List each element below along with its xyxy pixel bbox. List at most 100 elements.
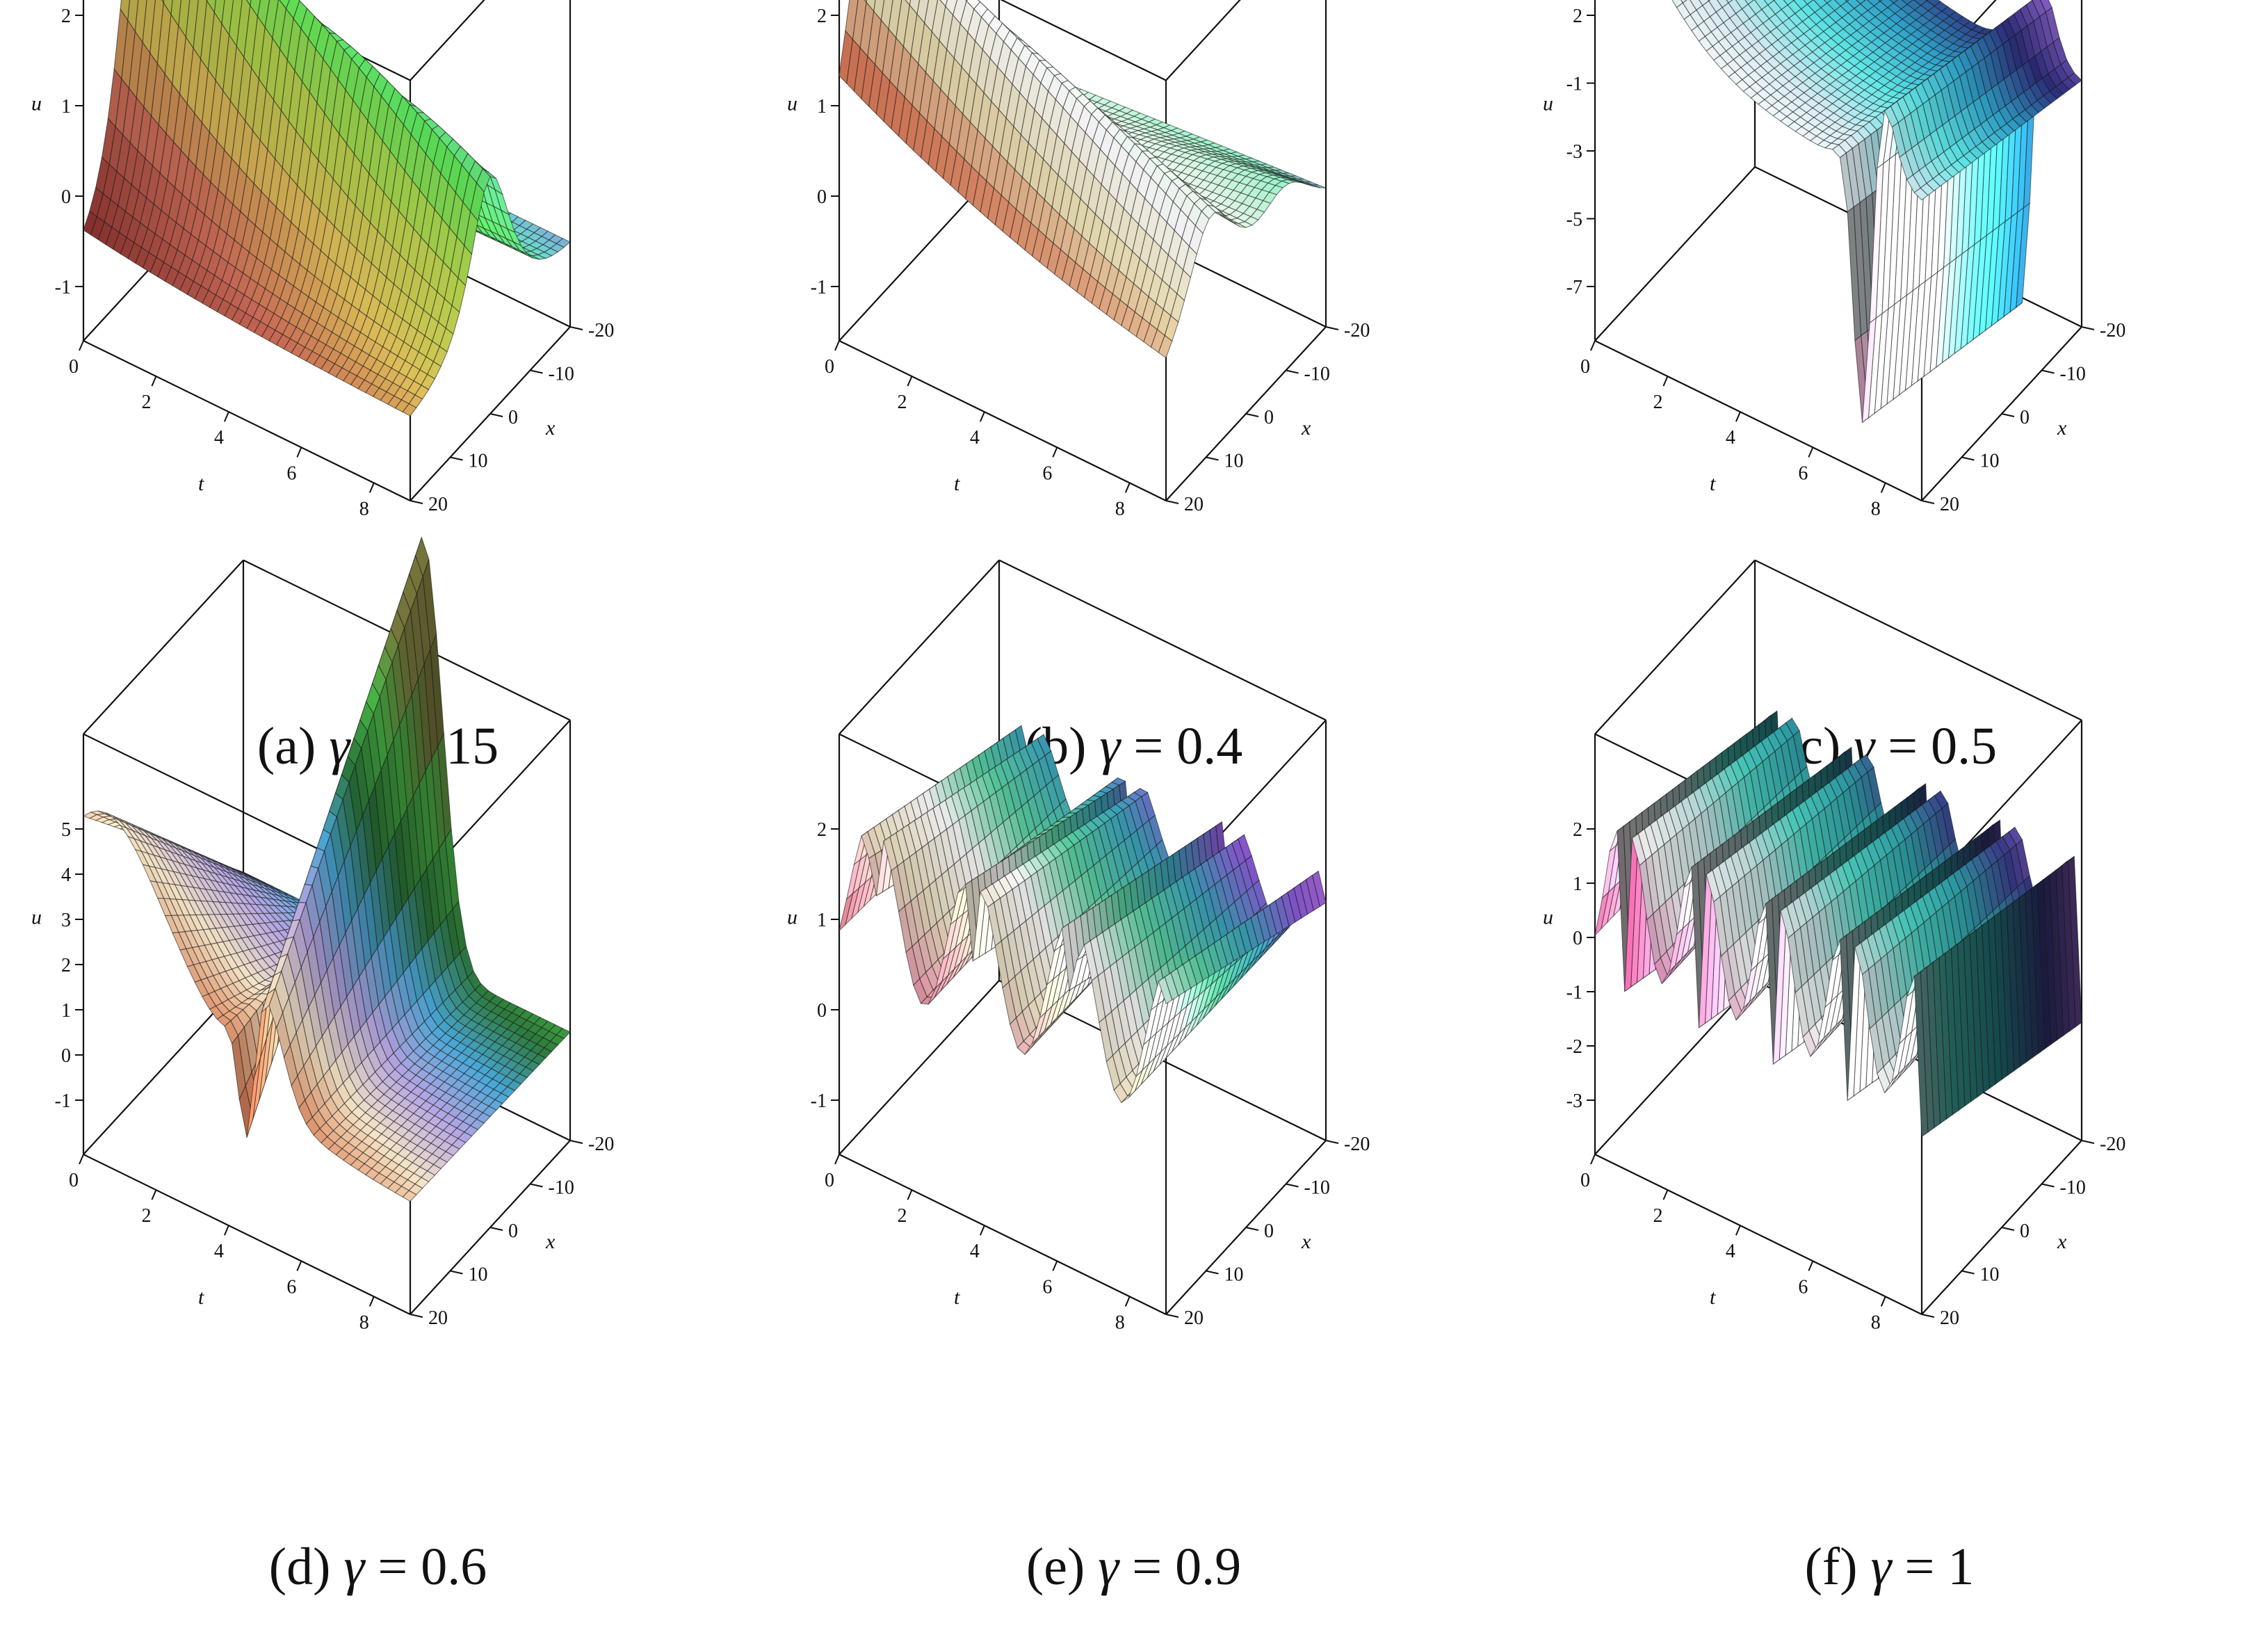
caption-letter: (d) xyxy=(268,1538,331,1596)
t-tick-label: 6 xyxy=(1042,462,1052,484)
u-tick-label: -1 xyxy=(55,277,71,298)
x-tick-label: 10 xyxy=(1224,451,1244,472)
box-edge xyxy=(410,0,485,81)
x-tick-label: -10 xyxy=(549,364,574,385)
u-axis-label: u xyxy=(1543,92,1553,115)
u-tick-label: 4 xyxy=(61,864,71,886)
t-tick-label: 6 xyxy=(286,1276,296,1298)
t-tick xyxy=(223,1225,229,1236)
surface-cell xyxy=(1158,335,1173,359)
x-tick xyxy=(489,1227,503,1231)
u-tick-label: 1 xyxy=(61,1000,71,1022)
x-tick xyxy=(1325,326,1339,330)
x-tick-label: 0 xyxy=(2020,407,2030,428)
u-tick-label: 0 xyxy=(817,186,827,208)
t-tick-label: 2 xyxy=(141,1205,151,1227)
box-edge xyxy=(83,1154,411,1315)
t-axis-label: t xyxy=(1710,472,1716,495)
u-tick-label: -1 xyxy=(811,277,827,298)
x-tick-label: 10 xyxy=(1980,451,2000,472)
t-tick-label: 4 xyxy=(970,427,980,449)
u-tick-label: 1 xyxy=(817,96,827,118)
panel-d: 0 2 4 6 8 t -20 -10 0 10 20 x 5 4 3 2 1 0 -1 u (d) γ = 0.6 xyxy=(0,536,756,1627)
surface-cell xyxy=(1913,187,1929,201)
u-tick-label: 5 xyxy=(61,819,71,841)
surface-mesh xyxy=(1671,0,2082,424)
x-tick xyxy=(1286,369,1299,374)
x-tick-label: 0 xyxy=(1264,407,1274,428)
surface-mesh xyxy=(83,0,571,417)
surface-mesh xyxy=(839,0,1327,359)
t-tick-label: 4 xyxy=(214,427,224,449)
axis-ticks: 0 2 4 6 8 t -20 -10 0 10 20 x 2 -1 -3 -5 -7 u xyxy=(1543,6,2125,519)
u-tick-label: 2 xyxy=(61,955,71,976)
x-tick xyxy=(569,1140,583,1144)
t-tick xyxy=(1662,376,1669,387)
u-tick-label: -5 xyxy=(1566,209,1582,231)
surface-mesh xyxy=(82,536,571,1202)
x-tick-label: -10 xyxy=(2060,364,2086,385)
t-tick xyxy=(1880,483,1886,493)
x-tick xyxy=(410,1314,423,1318)
x-tick xyxy=(1961,456,1975,461)
x-tick xyxy=(1206,456,1219,461)
t-tick xyxy=(979,411,985,422)
u-tick-label: 1 xyxy=(61,96,71,118)
u-tick-label: -3 xyxy=(1566,141,1582,163)
t-tick xyxy=(79,1154,84,1165)
t-tick-label: 4 xyxy=(214,1241,224,1262)
box-edge xyxy=(1000,0,1167,81)
box-edge xyxy=(839,559,1000,735)
x-tick-label: 10 xyxy=(469,1264,488,1286)
u-axis-label: u xyxy=(31,906,42,929)
t-tick xyxy=(151,1189,157,1200)
surface-cell xyxy=(402,403,417,417)
x-tick xyxy=(2001,413,2015,417)
gamma-symbol: γ xyxy=(343,1538,365,1596)
t-tick xyxy=(1735,411,1741,422)
t-tick xyxy=(1124,483,1131,493)
caption-d: (d) γ = 0.6 xyxy=(0,1537,756,1597)
u-tick-label: -1 xyxy=(55,1090,71,1112)
u-tick-label: 0 xyxy=(61,186,71,208)
caption-letter: (a) xyxy=(257,717,316,775)
t-axis-label: t xyxy=(198,472,204,495)
t-tick xyxy=(296,446,302,458)
box-edge xyxy=(83,559,244,735)
panel-c: 0 2 4 6 8 t -20 -10 0 10 20 x 2 -1 -3 -5 -7 u (c) γ = 0.5 xyxy=(1512,0,2267,814)
u-tick-label: 2 xyxy=(61,6,71,27)
box-edge xyxy=(839,980,1000,1155)
u-axis-label: u xyxy=(31,92,42,115)
equals-sign: = xyxy=(1888,717,1918,775)
t-tick-label: 0 xyxy=(825,356,834,378)
x-tick-label: 20 xyxy=(428,1307,448,1329)
x-tick xyxy=(410,500,423,504)
gamma-value: 0.6 xyxy=(421,1538,487,1596)
u-tick-label: 3 xyxy=(61,910,71,931)
x-tick-label: 20 xyxy=(1940,494,1959,515)
gamma-value: 0.4 xyxy=(1176,717,1243,775)
t-tick xyxy=(151,376,157,387)
t-tick xyxy=(368,483,375,493)
surface-plot-c: 0 2 4 6 8 t -20 -10 0 10 20 x 2 -1 -3 -5 -7 u xyxy=(1543,0,2125,519)
x-tick xyxy=(530,1183,543,1188)
x-tick-label: 20 xyxy=(1184,494,1204,515)
x-tick-label: 0 xyxy=(508,1220,518,1242)
x-tick xyxy=(530,369,543,374)
x-tick-label: -20 xyxy=(588,1134,614,1155)
t-tick-label: 6 xyxy=(286,462,296,484)
x-tick xyxy=(450,1270,463,1275)
t-axis-label: t xyxy=(198,1286,204,1309)
u-tick-label: -7 xyxy=(1566,277,1582,298)
equals-sign: = xyxy=(378,1538,408,1596)
x-tick-label: 10 xyxy=(469,451,488,472)
x-tick-label: -20 xyxy=(588,320,614,341)
box-edge xyxy=(83,340,411,501)
u-tick-label: 0 xyxy=(61,1045,71,1067)
x-tick-label: -20 xyxy=(2100,320,2125,341)
x-axis-label: x xyxy=(545,417,556,440)
